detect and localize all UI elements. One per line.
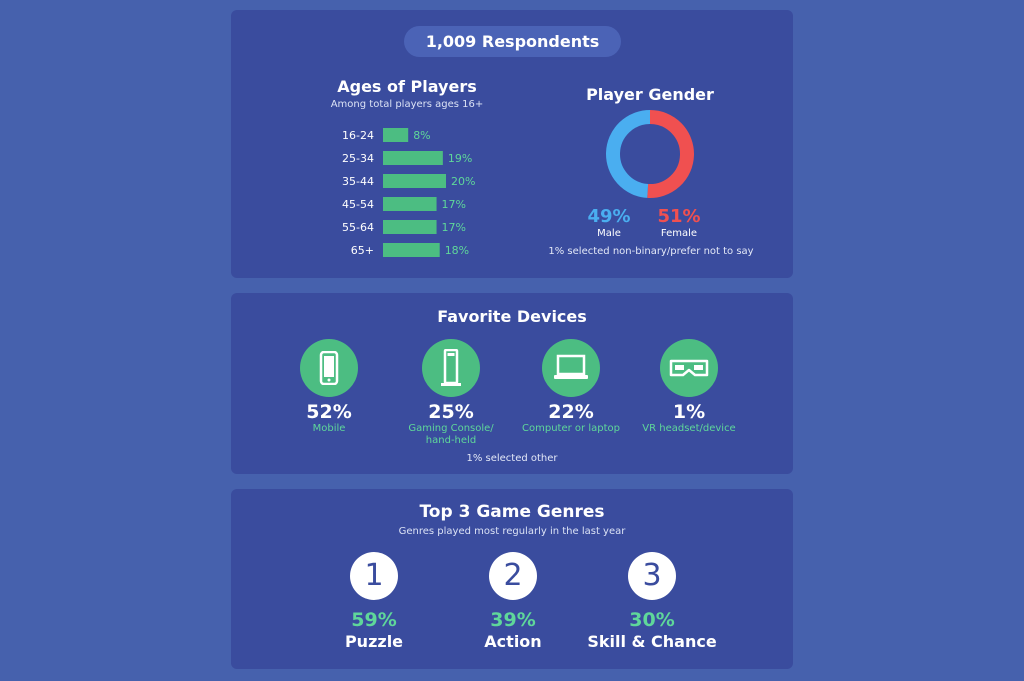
age-value-label: 20% xyxy=(451,175,475,188)
age-value-label: 18% xyxy=(445,244,469,257)
age-value-label: 8% xyxy=(413,129,430,142)
device-label: Mobile xyxy=(312,423,346,434)
age-category-label: 55-64 xyxy=(342,221,374,234)
ages-bar-chart: 16-24 8% 25-34 19% 35-44 20% 45-54 17% 55-64 17% 6… xyxy=(342,128,475,257)
demographics-panel: 1,009 Respondents Ages of Players Among … xyxy=(231,10,793,278)
age-bar xyxy=(383,151,443,165)
age-bar xyxy=(383,220,437,234)
genres-title: Top 3 Game Genres xyxy=(419,502,605,522)
ages-subtitle: Among total players ages 16+ xyxy=(330,99,484,110)
age-bar xyxy=(383,243,440,257)
genres-subtitle: Genres played most regularly in the last… xyxy=(398,526,626,537)
gaming-console-icon xyxy=(441,349,461,386)
age-bar xyxy=(383,174,446,188)
genres-panel: Top 3 Game Genres Genres played most reg… xyxy=(231,489,793,669)
gender-donut-chart xyxy=(606,110,694,198)
devices-panel: Favorite Devices 52% Mobile 25% Gaming C… xyxy=(231,293,793,474)
devices-note: 1% selected other xyxy=(466,453,558,464)
device-icon-circle xyxy=(542,339,600,397)
male-pct: 49% xyxy=(587,206,631,227)
genre-pct: 30% xyxy=(629,609,675,631)
age-bar xyxy=(383,128,409,142)
age-category-label: 35-44 xyxy=(342,175,374,188)
female-slice xyxy=(647,110,694,198)
device-label: Gaming Console/ hand-held xyxy=(408,423,494,446)
age-value-label: 19% xyxy=(448,152,472,165)
age-category-label: 25-34 xyxy=(342,152,374,165)
ages-title: Ages of Players xyxy=(337,77,477,96)
age-bar xyxy=(383,197,437,211)
device-icon-circle xyxy=(422,339,480,397)
genre-pct: 59% xyxy=(351,609,397,631)
device-console: 25% Gaming Console/ hand-held xyxy=(391,339,511,447)
device-pct: 52% xyxy=(306,401,352,423)
device-laptop: 22% Computer or laptop xyxy=(511,339,631,435)
genre-label: Action xyxy=(484,632,542,651)
age-category-label: 45-54 xyxy=(342,198,374,211)
device-label: Computer or laptop xyxy=(522,423,620,434)
device-label: VR headset/device xyxy=(642,423,736,434)
gender-note: 1% selected non-binary/prefer not to say xyxy=(548,246,754,257)
male-label: Male xyxy=(597,228,621,239)
respondents-pill: 1,009 Respondents xyxy=(404,26,621,57)
vr-headset-icon xyxy=(669,359,709,377)
age-value-label: 17% xyxy=(442,198,466,211)
female-label: Female xyxy=(660,228,698,239)
age-category-label: 65+ xyxy=(351,244,374,257)
device-vr: 1% VR headset/device xyxy=(629,339,749,435)
device-mobile: 52% Mobile xyxy=(269,339,389,435)
genre-label: Puzzle xyxy=(344,632,404,651)
male-slice xyxy=(606,110,651,198)
rank-circle: 1 xyxy=(350,552,398,600)
genre-label: Skill & Chance xyxy=(587,632,717,651)
age-category-label: 16-24 xyxy=(342,129,374,142)
device-icon-circle xyxy=(660,339,718,397)
device-icon-circle xyxy=(300,339,358,397)
age-value-label: 17% xyxy=(442,221,466,234)
laptop-icon xyxy=(554,354,588,379)
gender-title: Player Gender xyxy=(586,85,714,104)
rank-circle: 2 xyxy=(489,552,537,600)
respondents-count: 1,009 Respondents xyxy=(425,32,600,51)
genre-skill-chance: 3 30% Skill & Chance xyxy=(577,552,727,651)
device-pct: 1% xyxy=(672,401,706,423)
genre-pct: 39% xyxy=(490,609,536,631)
genre-action: 2 39% Action xyxy=(438,552,588,651)
female-pct: 51% xyxy=(657,206,701,227)
rank-circle: 3 xyxy=(628,552,676,600)
mobile-phone-icon xyxy=(319,351,339,385)
device-pct: 25% xyxy=(428,401,474,423)
genre-puzzle: 1 59% Puzzle xyxy=(299,552,449,651)
device-pct: 22% xyxy=(548,401,594,423)
devices-title: Favorite Devices xyxy=(437,307,587,326)
